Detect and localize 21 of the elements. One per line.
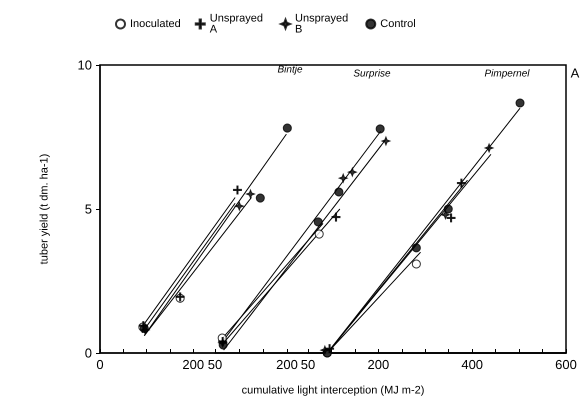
x-tick-label: 200 xyxy=(182,357,204,372)
x-axis-title: cumulative light interception (MJ m-2) xyxy=(242,384,424,396)
x-tick-label: 200 xyxy=(368,357,390,372)
annotation: Pimpernel xyxy=(484,68,530,80)
x-tick-label: 50 xyxy=(300,357,316,372)
x-tick-label: 50 xyxy=(208,357,222,372)
y-tick-label: 5 xyxy=(84,202,92,216)
legend-label: Inoculated xyxy=(130,18,181,30)
y-tick-label: 0 xyxy=(84,346,92,360)
annotation: Bintje xyxy=(277,64,303,76)
legend-label: Control xyxy=(380,18,416,30)
x-tick-label: 400 xyxy=(461,357,484,372)
annotation: Surprise xyxy=(353,68,392,80)
text: A xyxy=(570,66,580,80)
legend-label: Unsprayed B xyxy=(295,12,352,36)
y-axis-title: tuber yield (t dm. ha-1) xyxy=(38,154,50,264)
legend-label: Unsprayed A xyxy=(210,12,266,36)
x-tick-label: 0 xyxy=(96,357,104,372)
y-tick-label: 10 xyxy=(78,58,92,72)
x-tick-label: 600 xyxy=(555,357,577,372)
x-tick-label: 200 xyxy=(276,357,298,372)
